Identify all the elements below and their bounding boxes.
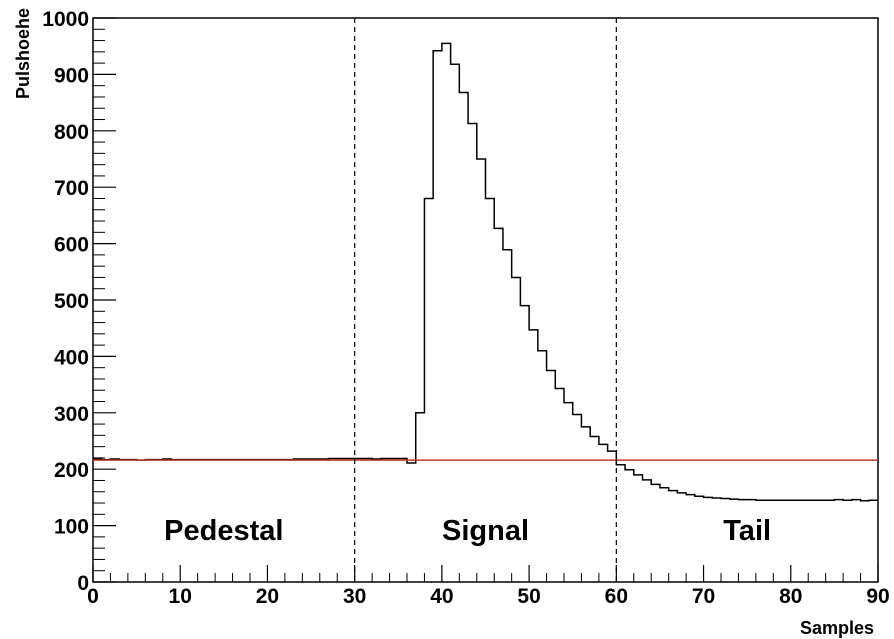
region-label-pedestal: Pedestal xyxy=(164,515,283,547)
x-tick-label: 10 xyxy=(169,585,192,608)
y-tick-label: 1000 xyxy=(42,8,89,31)
x-tick-label: 80 xyxy=(779,585,802,608)
region-label-signal: Signal xyxy=(442,515,529,547)
x-tick-label: 50 xyxy=(517,585,540,608)
x-tick-label: 30 xyxy=(343,585,366,608)
y-tick-label: 500 xyxy=(54,290,89,313)
axes-layer: 0 10 20 30 40 50 60 70 80 90010020030040050060070… xyxy=(42,8,889,608)
region-label-tail: Tail xyxy=(723,515,771,547)
labels-layer: Pedestal Signal Tail xyxy=(164,515,771,547)
x-tick-label: 60 xyxy=(605,585,628,608)
divider-layer xyxy=(354,18,617,582)
y-tick-label: 800 xyxy=(54,121,89,144)
histogram-series xyxy=(93,42,878,502)
x-tick-label: 40 xyxy=(430,585,453,608)
x-tick-label: 90 xyxy=(866,585,889,608)
plot-frame xyxy=(92,17,879,583)
plot-area xyxy=(92,17,879,583)
histogram-layer xyxy=(93,42,878,502)
x-tick-label: 0 xyxy=(87,585,99,608)
x-axis-title: Samples xyxy=(800,618,874,638)
y-tick-label: 400 xyxy=(54,346,89,369)
y-tick-label: 100 xyxy=(54,516,89,539)
y-tick-label: 200 xyxy=(54,459,89,482)
y-tick-label: 300 xyxy=(54,403,89,426)
y-tick-label: 0 xyxy=(77,572,89,595)
y-tick-label: 700 xyxy=(54,177,89,200)
x-tick-label: 70 xyxy=(692,585,715,608)
y-tick-label: 900 xyxy=(54,64,89,87)
y-tick-label: 600 xyxy=(54,234,89,257)
y-axis-title: Pulshoehe xyxy=(13,8,33,99)
x-tick-label: 20 xyxy=(256,585,279,608)
